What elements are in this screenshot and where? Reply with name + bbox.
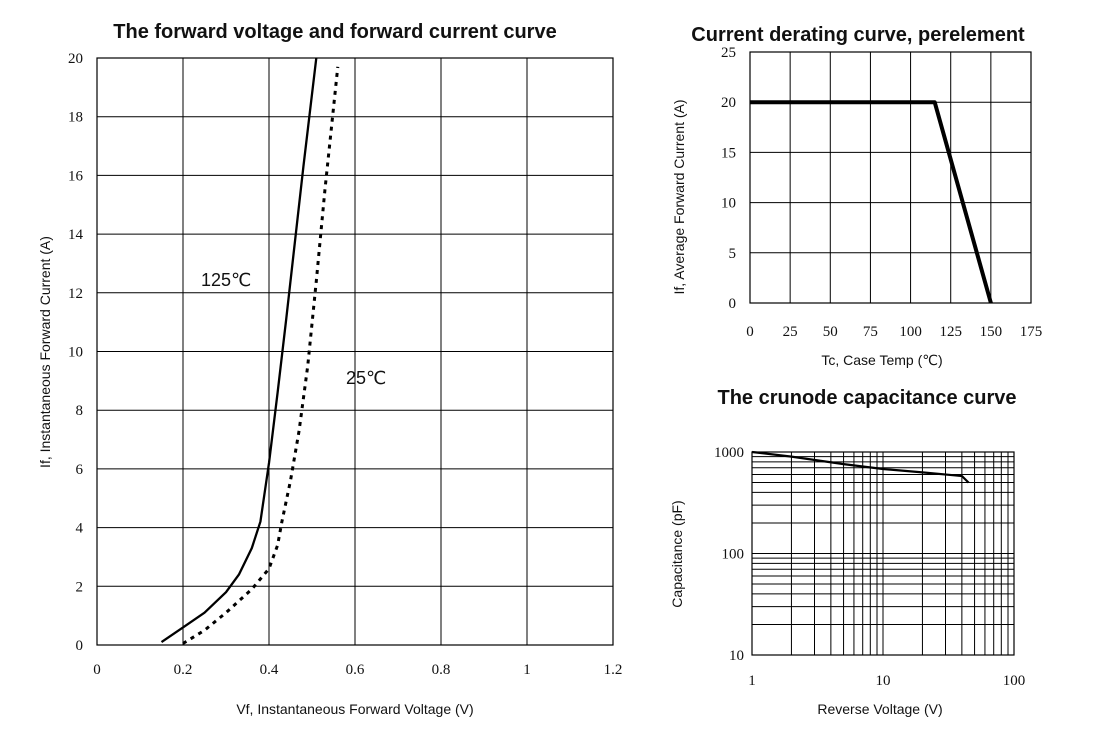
x-tick-label: 0: [746, 324, 754, 340]
y-tick-label: 0: [76, 638, 84, 654]
y-tick-label: 5: [729, 246, 737, 262]
capacitance-x-label: Reverse Voltage (V): [817, 701, 942, 717]
y-tick-label: 100: [722, 547, 745, 563]
y-tick-label: 8: [76, 403, 84, 419]
y-tick-label: 0: [729, 296, 737, 312]
x-tick-label: 150: [980, 324, 1003, 340]
y-tick-label: 20: [68, 51, 83, 67]
y-tick-label: 10: [68, 345, 83, 361]
x-tick-label: 0.2: [174, 662, 193, 678]
forward-curve-x-ticks: 0 0.2 0.4 0.6 0.8 1 1.2: [93, 662, 622, 678]
y-tick-label: 2: [76, 579, 84, 595]
derating-x-label: Tc, Case Temp (℃): [821, 352, 942, 368]
y-tick-label: 10: [721, 196, 736, 212]
forward-curve-y-label: If, Instantaneous Forward Current (A): [37, 236, 53, 468]
derating-x-ticks: 0 25 50 75 100 125 150 175: [746, 324, 1042, 340]
derating-grid: [749, 51, 1032, 304]
y-tick-label: 14: [68, 227, 84, 243]
annotation-25c: 25℃: [346, 368, 386, 388]
series-line: [160, 57, 318, 644]
capacitance-x-ticks: 1 10 100: [748, 673, 1025, 689]
x-tick-label: 1: [523, 662, 531, 678]
x-tick-label: 50: [823, 324, 838, 340]
x-tick-label: 100: [899, 324, 922, 340]
capacitance-title: The crunode capacitance curve: [717, 387, 1016, 409]
y-tick-label: 18: [68, 110, 83, 126]
capacitance-series: [751, 450, 970, 484]
derating-title: Current derating curve, perelement: [691, 24, 1025, 46]
x-tick-label: 0.8: [432, 662, 451, 678]
y-tick-label: 15: [721, 145, 736, 161]
y-tick-label: 25: [721, 45, 736, 61]
x-tick-label: 25: [783, 324, 798, 340]
y-tick-label: 6: [76, 462, 84, 478]
forward-curve-title: The forward voltage and forward current …: [113, 21, 556, 43]
y-tick-label: 10: [729, 648, 744, 664]
derating-y-ticks: 0 5 10 15 20 25: [721, 45, 736, 312]
x-tick-label: 0.4: [260, 662, 279, 678]
forward-curve-grid: [96, 57, 614, 646]
forward-curve-chart: The forward voltage and forward current …: [37, 21, 622, 717]
y-tick-label: 1000: [714, 445, 744, 461]
annotation-125c: 125℃: [201, 270, 251, 290]
x-tick-label: 175: [1020, 324, 1043, 340]
y-tick-label: 12: [68, 286, 83, 302]
derating-y-label: If, Average Forward Current (A): [671, 99, 687, 294]
plot-frame: [749, 51, 1032, 304]
y-tick-label: 16: [68, 168, 84, 184]
x-tick-label: 0.6: [346, 662, 365, 678]
series-line: [182, 66, 340, 645]
y-tick-label: 4: [76, 521, 84, 537]
x-tick-label: 1.2: [604, 662, 623, 678]
forward-curve-x-label: Vf, Instantaneous Forward Voltage (V): [236, 701, 473, 717]
x-tick-label: 0: [93, 662, 101, 678]
x-tick-label: 100: [1003, 673, 1026, 689]
series-line: [750, 100, 993, 304]
x-tick-label: 1: [748, 673, 756, 689]
x-tick-label: 10: [876, 673, 891, 689]
capacitance-y-label: Capacitance (pF): [669, 500, 685, 607]
capacitance-y-ticks: 10 100 1000: [714, 445, 744, 664]
series-line: [751, 450, 970, 484]
derating-series: [750, 100, 993, 304]
capacitance-grid: [751, 451, 1015, 656]
x-tick-label: 125: [939, 324, 962, 340]
forward-curve-series: [160, 57, 340, 645]
capacitance-chart: The crunode capacitance curve 1 10 100 101…: [669, 387, 1025, 717]
y-tick-label: 20: [721, 95, 736, 111]
derating-chart: Current derating curve, perelement 0 25 50…: [671, 24, 1042, 368]
forward-curve-y-ticks: 0 2 4 6 8 10 12 14 16 18 20: [68, 51, 84, 654]
x-tick-label: 75: [863, 324, 878, 340]
